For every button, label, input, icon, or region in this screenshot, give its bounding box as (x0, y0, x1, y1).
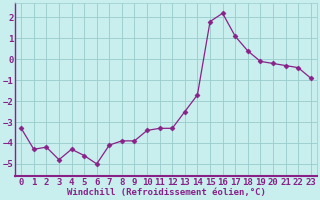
X-axis label: Windchill (Refroidissement éolien,°C): Windchill (Refroidissement éolien,°C) (67, 188, 265, 197)
